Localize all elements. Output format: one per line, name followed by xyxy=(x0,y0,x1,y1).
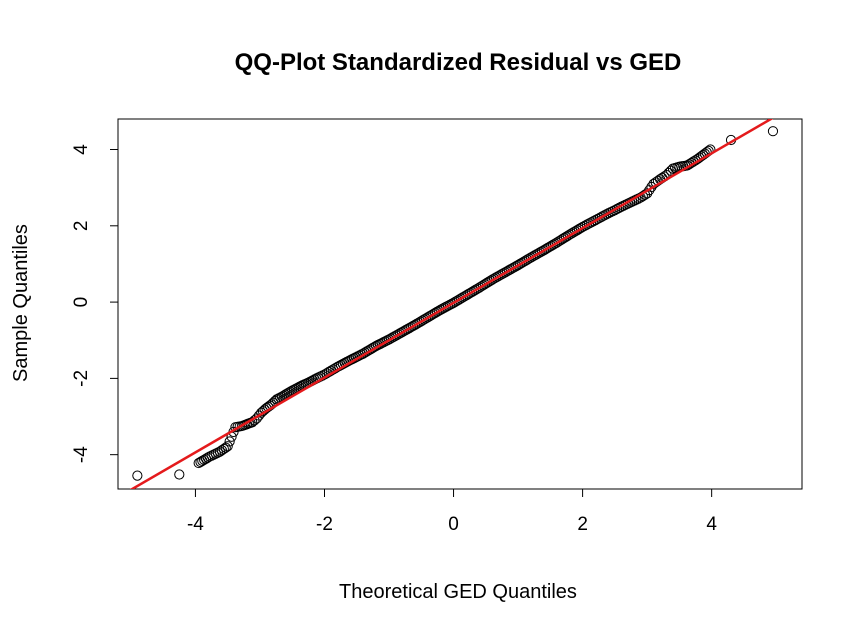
data-point xyxy=(220,442,231,453)
data-point xyxy=(132,470,143,481)
reference-line xyxy=(129,119,774,489)
plot-area: -4 -2 0 2 4 -4 -2 0 2 4 xyxy=(71,118,803,535)
x-tick-label: -4 xyxy=(187,514,204,535)
y-tick-label: 4 xyxy=(71,144,92,155)
x-tick-label: 0 xyxy=(448,514,459,535)
y-tick-label: 2 xyxy=(71,221,92,232)
data-point xyxy=(767,126,779,137)
y-tick-label: -2 xyxy=(71,370,92,387)
y-tick-label: 0 xyxy=(71,297,92,308)
y-axis-label: Sample Quantiles xyxy=(10,224,32,382)
data-point xyxy=(174,469,185,480)
chart-title: QQ-Plot Standardized Residual vs GED xyxy=(235,49,682,76)
x-axis-label: Theoretical GED Quantiles xyxy=(339,581,577,603)
x-tick-label: -2 xyxy=(316,514,333,535)
y-tick-label: -4 xyxy=(71,446,92,463)
data-point xyxy=(224,436,235,447)
x-tick-label: 2 xyxy=(577,514,588,535)
x-tick-label: 4 xyxy=(706,514,717,535)
data-point xyxy=(222,441,233,452)
plot-contents xyxy=(129,119,779,489)
